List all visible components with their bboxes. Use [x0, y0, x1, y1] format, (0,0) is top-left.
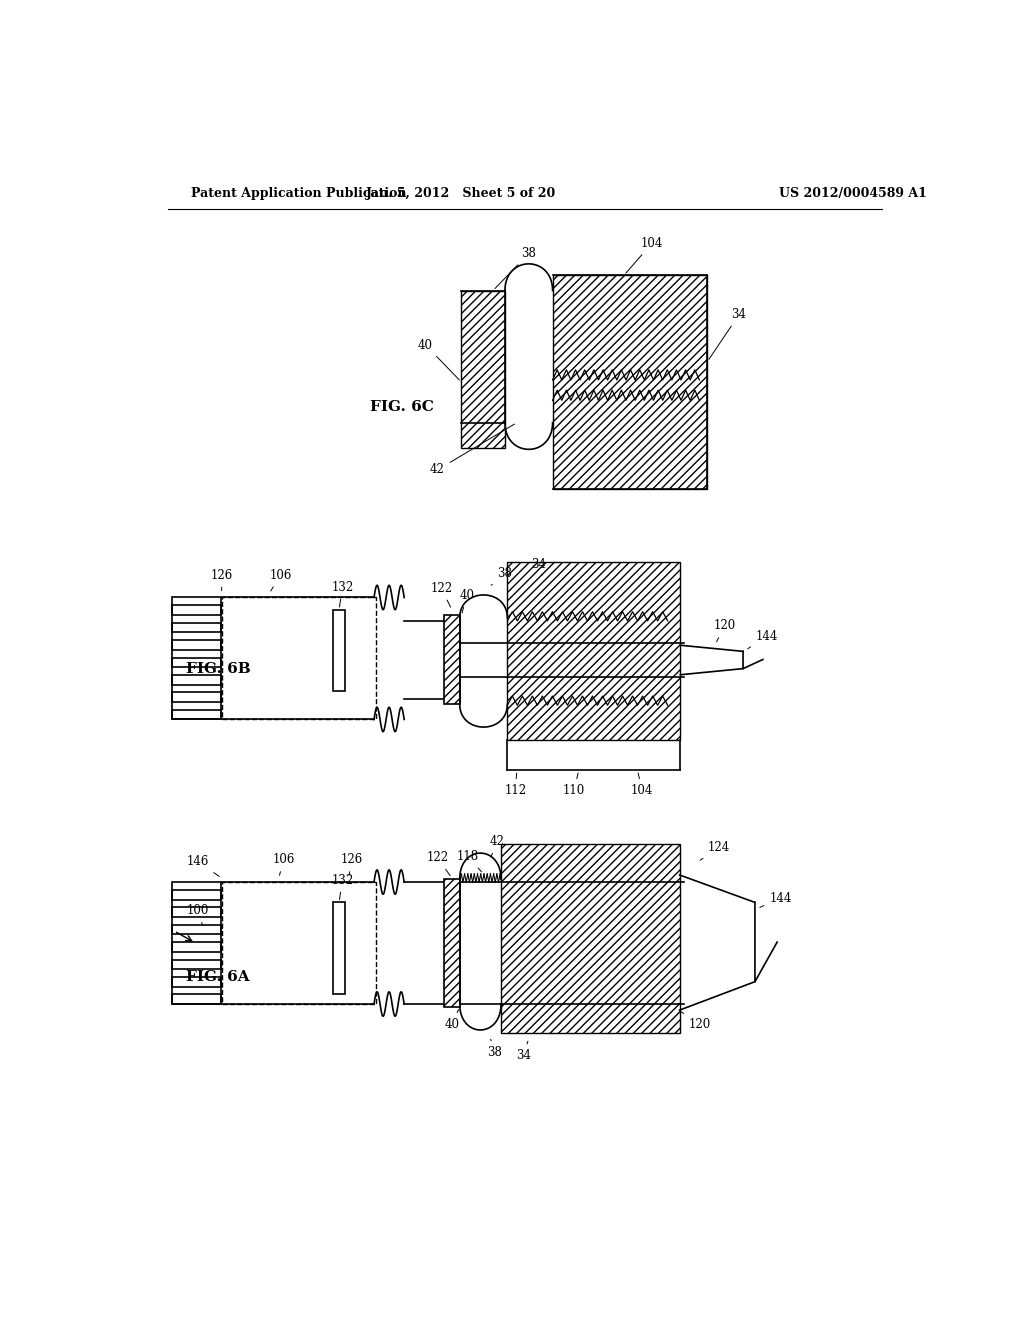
Text: 106: 106 — [269, 569, 292, 591]
Text: Patent Application Publication: Patent Application Publication — [191, 187, 407, 201]
Text: 124: 124 — [700, 841, 730, 861]
Text: 38: 38 — [492, 566, 512, 585]
Bar — [501, 845, 680, 1032]
Text: FIG. 6B: FIG. 6B — [186, 661, 251, 676]
Bar — [172, 907, 221, 917]
Bar — [172, 675, 221, 685]
Text: US 2012/0004589 A1: US 2012/0004589 A1 — [778, 187, 927, 201]
Bar — [172, 710, 221, 719]
Text: 144: 144 — [760, 892, 792, 907]
Bar — [172, 598, 221, 719]
Text: 40: 40 — [460, 589, 474, 612]
Text: 106: 106 — [272, 853, 295, 875]
Bar — [443, 615, 460, 704]
Bar — [172, 693, 221, 702]
Bar — [172, 640, 221, 649]
Text: 126: 126 — [341, 853, 362, 875]
Bar — [333, 610, 345, 690]
Text: Jan. 5, 2012   Sheet 5 of 20: Jan. 5, 2012 Sheet 5 of 20 — [367, 187, 556, 201]
Text: 42: 42 — [430, 424, 514, 477]
Text: 34: 34 — [516, 1041, 530, 1063]
Bar — [443, 879, 460, 1007]
Bar — [172, 657, 221, 667]
Bar — [507, 562, 680, 739]
Text: 122: 122 — [430, 582, 453, 607]
Text: 100: 100 — [186, 904, 209, 925]
Bar — [461, 290, 505, 447]
Bar — [172, 606, 221, 615]
Text: 132: 132 — [331, 581, 353, 607]
Text: 42: 42 — [489, 836, 505, 857]
Text: 110: 110 — [563, 774, 585, 797]
Bar — [172, 942, 221, 952]
Text: 40: 40 — [418, 338, 460, 380]
Bar — [172, 890, 221, 899]
Text: 34: 34 — [531, 558, 547, 576]
Bar — [221, 598, 377, 719]
Text: 122: 122 — [426, 851, 451, 875]
Text: 34: 34 — [709, 308, 746, 359]
Bar — [172, 994, 221, 1005]
Text: 38: 38 — [495, 247, 537, 289]
Bar — [172, 925, 221, 935]
Text: 38: 38 — [487, 1039, 502, 1060]
Text: FIG. 6A: FIG. 6A — [186, 970, 250, 983]
Text: 104: 104 — [626, 236, 663, 273]
Text: 40: 40 — [444, 1010, 460, 1031]
Text: 112: 112 — [504, 774, 526, 797]
Text: FIG. 6C: FIG. 6C — [370, 400, 434, 414]
Text: 146: 146 — [186, 855, 219, 876]
Bar — [507, 562, 680, 739]
Text: 144: 144 — [748, 630, 778, 649]
Bar — [501, 845, 680, 1032]
Bar — [461, 290, 505, 447]
Bar — [553, 276, 708, 488]
Bar — [443, 879, 460, 1007]
Bar — [443, 615, 460, 704]
Bar — [221, 882, 377, 1005]
Bar — [553, 276, 708, 488]
Text: 104: 104 — [631, 774, 653, 797]
Bar — [172, 960, 221, 969]
Bar — [172, 977, 221, 986]
Bar — [172, 882, 221, 1005]
Bar — [172, 623, 221, 632]
Text: 120: 120 — [681, 1011, 711, 1031]
Text: 120: 120 — [714, 619, 736, 642]
Text: 132: 132 — [331, 874, 353, 900]
Text: 118: 118 — [457, 850, 481, 873]
Text: 126: 126 — [211, 569, 232, 590]
Bar — [333, 903, 345, 994]
